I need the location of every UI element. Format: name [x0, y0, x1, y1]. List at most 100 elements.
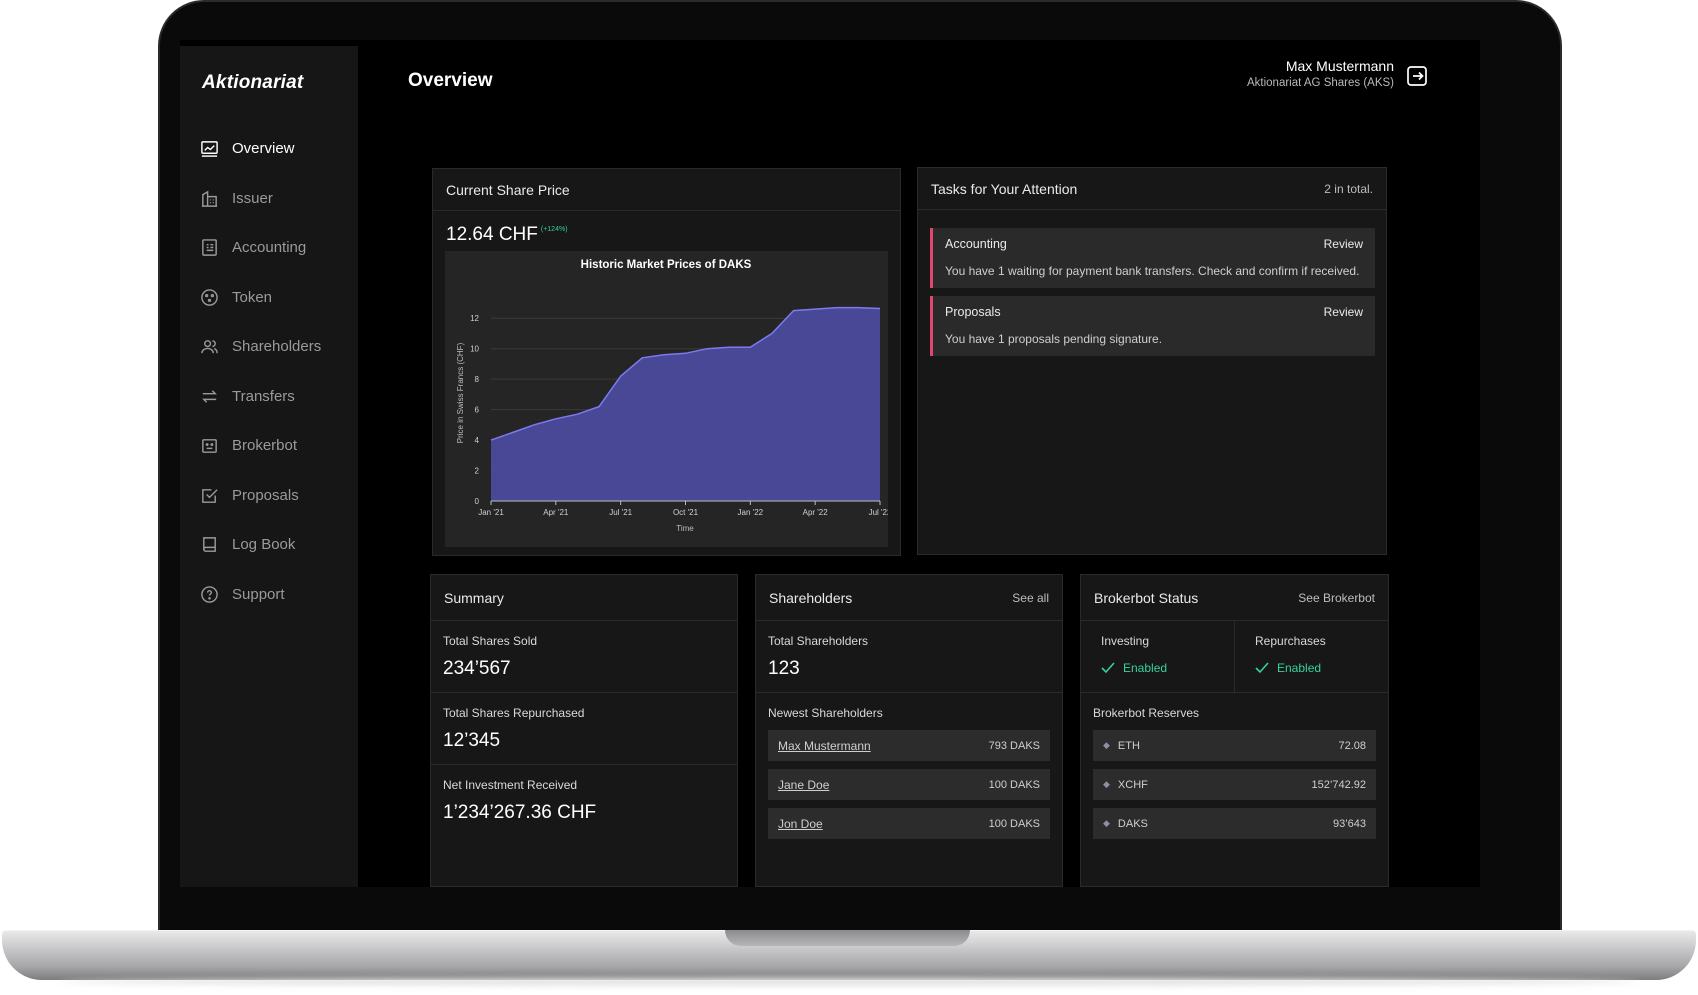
sidebar-item-proposals[interactable]: Proposals	[194, 471, 344, 521]
sidebar-item-label: Accounting	[232, 239, 307, 257]
card-title: Tasks for Your Attention	[931, 180, 1078, 197]
status-value: Enabled	[1101, 661, 1214, 675]
token-name: ETH	[1117, 739, 1140, 752]
chart-title: Historic Market Prices of DAKS	[581, 259, 752, 271]
sidebar-item-token[interactable]: Token	[194, 273, 344, 323]
sidebar-nav: Overview Issuer Accounting Token	[194, 124, 344, 619]
investing-status: Investing Enabled	[1081, 621, 1234, 692]
eth-icon: ◆	[1103, 818, 1110, 828]
stat-label: Total Shares Repurchased	[443, 706, 585, 720]
receipt-icon	[198, 237, 220, 259]
reserve-row: ◆ XCHF 152’742.92	[1093, 769, 1376, 800]
user-info: Max Mustermann Aktionariat AG Shares (AK…	[1247, 58, 1394, 89]
x-tick-label: Jul '21	[609, 508, 632, 517]
stat-label: Total Shareholders	[768, 634, 869, 648]
shareholder-row[interactable]: Jane Doe 100 DAKS	[768, 769, 1050, 800]
sidebar-item-label: Shareholders	[232, 338, 322, 356]
price-chart: Historic Market Prices of DAKS 0 2 4 6 8 10 12 J…	[445, 251, 888, 547]
review-button[interactable]: Review	[1323, 237, 1363, 251]
shareholder-name[interactable]: Max Mustermann	[778, 738, 871, 753]
reserve-value: 72.08	[1338, 739, 1366, 752]
stat-total-shareholders: Total Shareholders 123	[756, 621, 1062, 693]
status-label: Repurchases	[1255, 634, 1326, 648]
y-tick-label: 12	[470, 314, 479, 323]
sidebar-item-label: Brokerbot	[232, 437, 298, 455]
x-tick-label: Apr '21	[543, 508, 569, 517]
x-tick-label: Jul '22	[869, 508, 888, 517]
see-brokerbot-link[interactable]: See Brokerbot	[1298, 590, 1375, 605]
shareholder-name[interactable]: Jon Doe	[778, 816, 823, 831]
sidebar-item-issuer[interactable]: Issuer	[194, 174, 344, 224]
sidebar-item-label: Overview	[232, 140, 295, 158]
eth-icon: ◆	[1103, 779, 1110, 789]
review-button[interactable]: Review	[1323, 305, 1363, 319]
bot-icon	[198, 435, 220, 457]
see-all-link[interactable]: See all	[1012, 590, 1049, 605]
task-item-proposals[interactable]: Proposals Review You have 1 proposals pe…	[930, 296, 1375, 356]
screen: Aktionariat Overview Issuer Accounting	[180, 40, 1480, 887]
stat-net-investment: Net Investment Received 1’234’267.36 CHF	[431, 765, 737, 837]
sidebar-item-brokerbot[interactable]: Brokerbot	[194, 421, 344, 471]
reserve-value: 152’742.92	[1311, 778, 1366, 791]
sidebar-item-overview[interactable]: Overview	[194, 124, 344, 174]
sidebar-item-label: Proposals	[232, 486, 299, 504]
x-axis-label: Time	[676, 524, 694, 533]
repurchases-status: Repurchases Enabled	[1234, 621, 1388, 692]
stat-value: 234’567	[443, 658, 511, 679]
shareholder-amount: 100 DAKS	[988, 778, 1040, 791]
brokerbot-card: Brokerbot Status See Brokerbot Investing…	[1080, 574, 1389, 887]
status-value: Enabled	[1255, 661, 1368, 675]
repurchases-value: Enabled	[1277, 661, 1322, 675]
sidebar-item-log-book[interactable]: Log Book	[194, 520, 344, 570]
card-title: Current Share Price	[446, 181, 570, 198]
task-description: You have 1 proposals pending signature.	[945, 332, 1163, 346]
checkbox-icon	[198, 484, 220, 506]
sidebar-item-label: Log Book	[232, 536, 296, 554]
page-title: Overview	[408, 70, 493, 91]
sidebar-item-label: Support	[232, 585, 285, 603]
x-tick-label: Jan '22	[738, 508, 764, 517]
card-title: Brokerbot Status	[1094, 589, 1199, 606]
sidebar-item-transfers[interactable]: Transfers	[194, 372, 344, 422]
sidebar-item-label: Issuer	[232, 189, 273, 207]
users-icon	[198, 336, 220, 358]
x-tick-label: Apr '22	[803, 508, 829, 517]
user-company: Aktionariat AG Shares (AKS)	[1246, 77, 1394, 89]
card-title: Summary	[444, 589, 504, 606]
y-tick-label: 0	[475, 497, 480, 506]
eth-icon: ◆	[1103, 740, 1110, 750]
shareholder-amount: 793 DAKS	[988, 739, 1040, 752]
task-item-accounting[interactable]: Accounting Review You have 1 waiting for…	[930, 228, 1375, 288]
x-tick-label: Oct '21	[673, 508, 699, 517]
reserve-value: 93’643	[1332, 817, 1366, 830]
shareholders-card: Shareholders See all Total Shareholders …	[755, 574, 1063, 887]
sidebar-item-support[interactable]: Support	[194, 570, 344, 620]
sidebar-item-accounting[interactable]: Accounting	[194, 223, 344, 273]
card-header: Tasks for Your Attention 2 in total.	[918, 168, 1386, 210]
building-icon	[198, 187, 220, 209]
user-name: Max Mustermann	[1285, 58, 1394, 74]
stat-label: Total Shares Sold	[443, 634, 538, 648]
card-header: Current Share Price	[433, 169, 900, 211]
price-line: 12.64 CHF (+124%)	[446, 224, 568, 246]
tasks-card: Tasks for Your Attention 2 in total. Acc…	[917, 167, 1387, 555]
logout-button[interactable]	[1405, 64, 1429, 88]
laptop-notch	[725, 930, 970, 946]
stat-total-shares-sold: Total Shares Sold 234’567	[431, 621, 737, 693]
brand-logo[interactable]: Aktionariat	[202, 72, 304, 93]
y-axis-label: Price in Swiss Francs (CHF)	[456, 342, 465, 443]
card-header: Brokerbot Status See Brokerbot	[1081, 575, 1388, 621]
stat-value: 123	[768, 658, 800, 679]
sidebar-item-shareholders[interactable]: Shareholders	[194, 322, 344, 372]
stat-total-shares-repurchased: Total Shares Repurchased 12’345	[431, 693, 737, 765]
check-icon	[1101, 662, 1115, 674]
series-line	[490, 306, 881, 441]
arrows-icon	[198, 385, 220, 407]
shareholder-row[interactable]: Jon Doe 100 DAKS	[768, 808, 1050, 839]
shareholder-name[interactable]: Jane Doe	[778, 777, 830, 792]
shareholder-row[interactable]: Max Mustermann 793 DAKS	[768, 730, 1050, 761]
share-price-card: Current Share Price 12.64 CHF (+124%) Hi…	[432, 168, 901, 556]
stat-value: 12’345	[443, 730, 501, 751]
card-header: Summary	[431, 575, 737, 621]
y-tick-label: 4	[475, 436, 480, 445]
